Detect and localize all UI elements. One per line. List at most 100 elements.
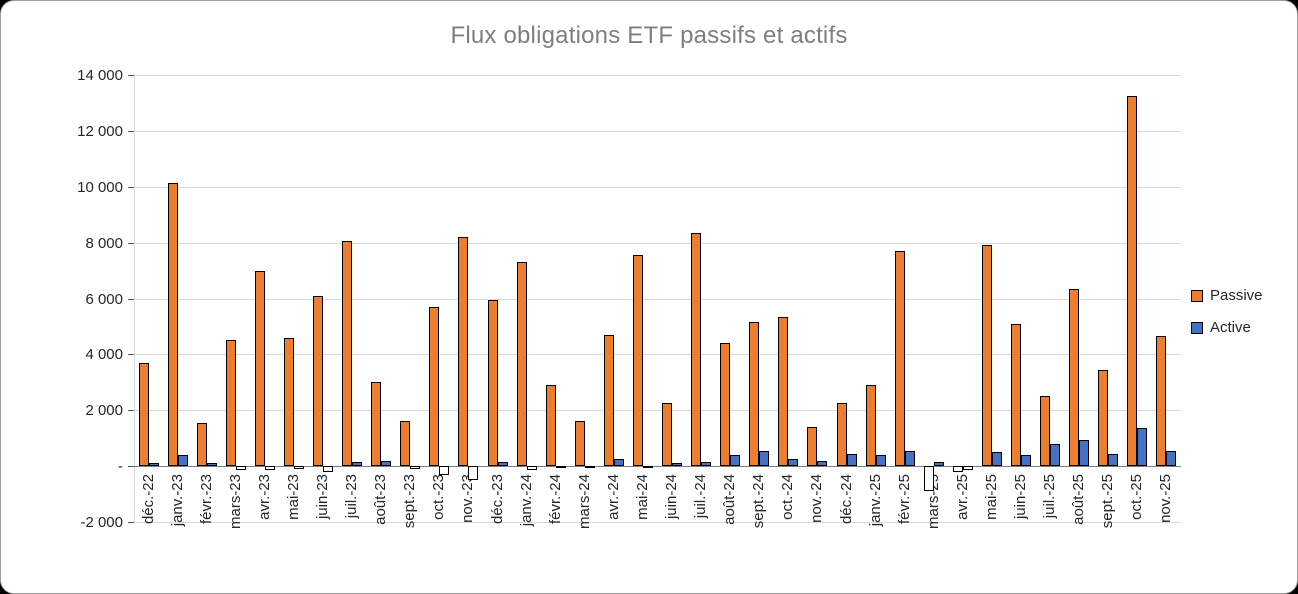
legend-item-passive: Passive <box>1191 287 1263 304</box>
bar-active <box>1137 428 1148 467</box>
bar-active <box>613 459 624 467</box>
bar-passive <box>749 322 760 467</box>
x-axis-tick-label: oct.-24 <box>779 474 797 520</box>
bar-active <box>817 460 828 467</box>
x-axis-tick-label: mai-23 <box>284 474 302 520</box>
bar-passive <box>400 421 411 467</box>
bar-active <box>381 460 392 467</box>
gridline <box>134 186 1181 188</box>
bar-active <box>730 454 741 467</box>
bar-active <box>991 452 1002 467</box>
bar-passive <box>720 343 731 467</box>
bar-passive <box>894 251 905 467</box>
bar-passive <box>1098 369 1109 467</box>
legend-item-active: Active <box>1191 319 1263 336</box>
y-axis-tick <box>128 242 134 244</box>
y-axis-tick-label: 14 000 <box>77 67 123 84</box>
bar-passive <box>313 295 324 467</box>
bar-passive <box>167 182 178 467</box>
legend-label-active: Active <box>1210 319 1251 336</box>
bar-active <box>1050 443 1061 467</box>
x-axis-tick-label: déc.-23 <box>488 474 506 525</box>
y-axis-tick-label: 12 000 <box>77 122 123 140</box>
bar-passive <box>516 262 527 467</box>
x-axis-tick-label: mai-24 <box>633 474 651 520</box>
gridline <box>134 242 1181 244</box>
gridline <box>134 410 1181 412</box>
x-axis-tick-label: févr.-24 <box>546 474 564 525</box>
bar-passive <box>778 316 789 467</box>
y-axis-tick-label: 6 000 <box>85 290 123 308</box>
gridline <box>134 522 1181 523</box>
bar-passive <box>342 241 353 467</box>
x-axis-tick-label: août-25 <box>1070 474 1088 525</box>
bar-active <box>875 454 886 467</box>
y-axis-tick <box>128 354 134 356</box>
bar-passive <box>458 237 469 467</box>
gridline <box>134 130 1181 132</box>
y-axis-tick-label: 4 000 <box>85 346 123 364</box>
bar-passive <box>487 299 498 467</box>
bar-active <box>497 461 508 467</box>
x-axis-tick-label: oct.-25 <box>1128 474 1146 520</box>
bar-active <box>846 453 857 467</box>
bar-active <box>962 466 973 471</box>
x-axis-tick-label: sept.-25 <box>1099 474 1117 529</box>
bar-passive <box>371 382 382 467</box>
bar-active <box>468 466 479 481</box>
bar-active <box>439 466 450 475</box>
x-axis-tick-label: janv.-23 <box>168 474 186 527</box>
gridline <box>134 75 1181 76</box>
bar-passive <box>545 385 556 467</box>
legend-label-passive: Passive <box>1210 287 1263 304</box>
bar-active <box>759 450 770 467</box>
x-axis-tick-label: oct.-23 <box>430 474 448 520</box>
y-axis-tick <box>128 186 134 188</box>
y-axis-tick-label: 8 000 <box>85 234 123 252</box>
bar-passive <box>865 385 876 467</box>
bar-passive <box>632 255 643 467</box>
y-axis-tick <box>128 410 134 412</box>
bar-passive <box>196 422 207 467</box>
bar-active <box>206 463 217 467</box>
x-axis-tick-label: janv.-24 <box>517 474 535 527</box>
bar-active <box>264 466 275 471</box>
bar-passive <box>603 334 614 467</box>
y-axis-tick <box>128 522 134 523</box>
x-axis-tick-label: nov.-25 <box>1157 474 1175 524</box>
y-axis-tick <box>128 75 134 76</box>
bar-active <box>933 461 944 467</box>
gridline <box>134 298 1181 300</box>
x-axis-tick-label: août-24 <box>721 474 739 525</box>
x-axis-tick-label: avr.-25 <box>953 474 971 520</box>
bar-passive <box>807 427 818 467</box>
x-axis-tick-label: févr.-25 <box>895 474 913 525</box>
bar-active <box>148 463 159 467</box>
bar-active <box>177 454 188 467</box>
bar-passive <box>574 421 585 467</box>
y-axis-tick <box>128 298 134 300</box>
y-axis-tick-label: - <box>118 458 123 476</box>
bar-passive <box>429 306 440 467</box>
bar-passive <box>1040 396 1051 467</box>
x-axis-tick-label: mars-23 <box>226 474 244 530</box>
x-axis-tick-label: juin-25 <box>1012 474 1030 520</box>
legend-swatch-passive-icon <box>1191 289 1203 302</box>
bar-passive <box>283 337 294 467</box>
bar-active <box>352 461 363 467</box>
y-axis-tick <box>128 466 134 468</box>
x-axis-tick-label: sept.-24 <box>750 474 768 529</box>
bar-active <box>1108 453 1119 467</box>
bar-passive <box>1069 288 1080 467</box>
bar-passive <box>952 466 963 472</box>
x-axis-tick-label: juil.-24 <box>692 474 710 519</box>
x-axis-tick-label: avr.-23 <box>255 474 273 520</box>
bar-active <box>235 466 246 471</box>
y-axis-tick-label: -2 000 <box>80 514 123 531</box>
bar-active <box>1166 450 1177 467</box>
bar-active <box>1021 454 1032 467</box>
y-axis-tick-label: 10 000 <box>77 178 123 196</box>
x-axis-tick-label: juil.-25 <box>1041 474 1059 519</box>
